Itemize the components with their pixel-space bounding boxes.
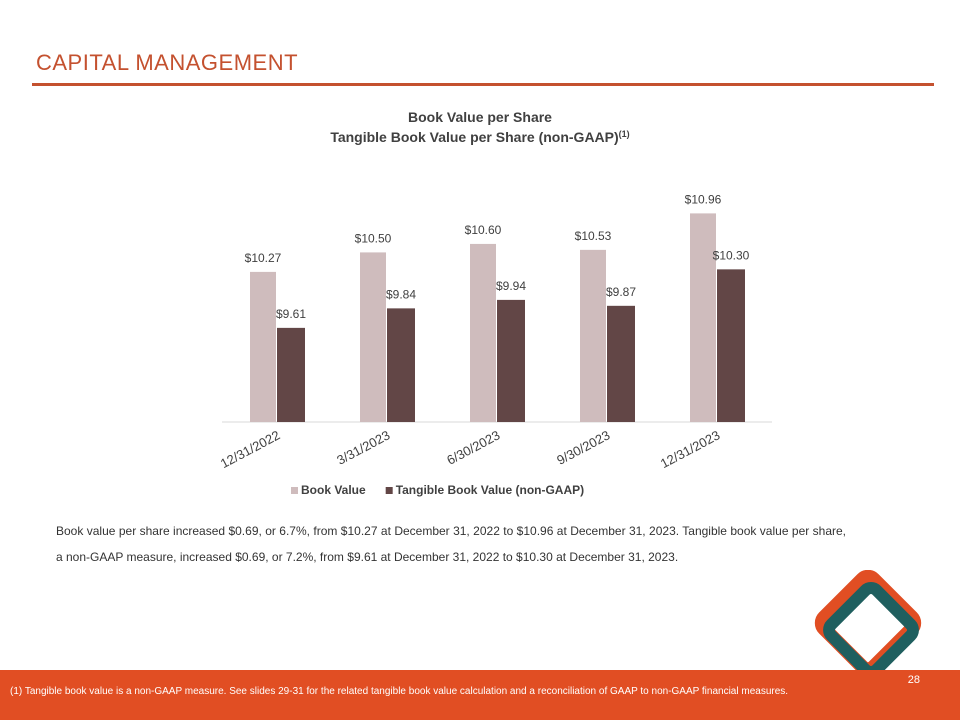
chart: Book Value per Share Tangible Book Value… — [218, 109, 772, 497]
value-label: $10.53 — [575, 229, 612, 243]
value-label: $10.50 — [355, 231, 392, 245]
bar — [250, 271, 276, 422]
body-text: Book value per share increased $0.69, or… — [56, 524, 846, 564]
logo — [814, 570, 922, 678]
x-tick-label: 3/31/2023 — [334, 427, 392, 467]
title-rule — [32, 83, 934, 86]
footnote: (1) Tangible book value is a non-GAAP me… — [10, 686, 789, 697]
page-number: 28 — [907, 674, 920, 686]
subtitle-text: Tangible Book Value per Share (non-GAAP) — [330, 129, 618, 145]
value-label: $9.61 — [276, 307, 306, 321]
chart-title: Book Value per Share — [408, 109, 552, 125]
bar — [470, 243, 496, 422]
value-label: $9.94 — [496, 279, 526, 293]
footer-bar: (1) Tangible book value is a non-GAAP me… — [0, 670, 960, 720]
x-tick-label: 9/30/2023 — [554, 427, 612, 467]
legend-label: Tangible Book Value (non-GAAP) — [396, 483, 584, 497]
legend-swatch — [385, 487, 393, 494]
subtitle-note: (1) — [619, 129, 630, 139]
bar — [690, 213, 716, 422]
chart-subtitle: Tangible Book Value per Share (non-GAAP)… — [330, 129, 629, 145]
x-tick-label: 12/31/2023 — [658, 427, 723, 471]
value-label: $10.96 — [685, 192, 722, 206]
legend-label: Book Value — [301, 483, 366, 497]
bar — [497, 299, 525, 422]
x-tick-label: 6/30/2023 — [444, 427, 502, 467]
value-label: $10.60 — [465, 223, 502, 237]
bar — [387, 308, 415, 422]
bar — [277, 327, 305, 422]
bar — [717, 269, 745, 422]
value-label: $10.30 — [713, 248, 750, 262]
value-label: $9.84 — [386, 287, 416, 301]
bar — [580, 249, 606, 422]
logo-teal — [823, 582, 919, 678]
bar — [360, 252, 386, 422]
value-label: $9.87 — [606, 285, 636, 299]
legend-swatch — [291, 487, 298, 494]
slide-title: CAPITAL MANAGEMENT — [36, 50, 299, 75]
x-tick-label: 12/31/2022 — [218, 427, 283, 471]
value-label: $10.27 — [245, 251, 282, 265]
bar — [607, 305, 635, 422]
